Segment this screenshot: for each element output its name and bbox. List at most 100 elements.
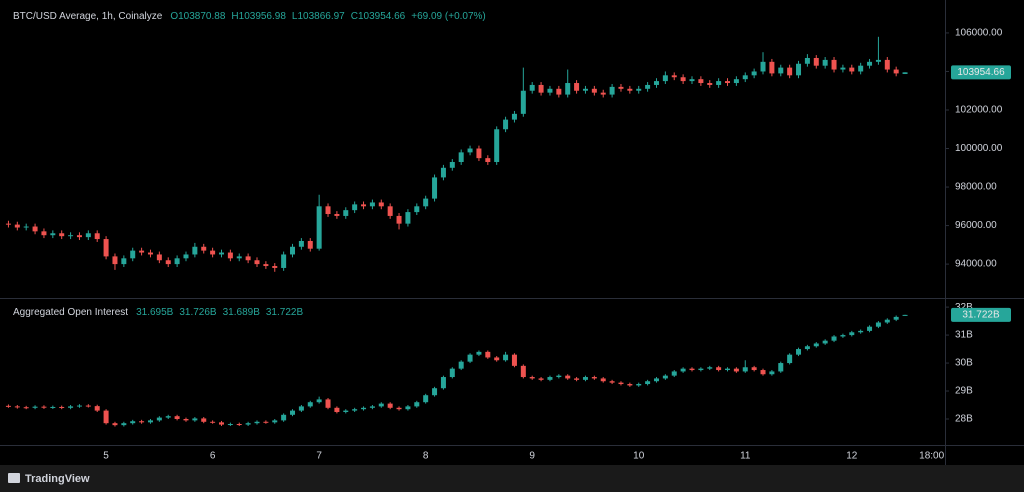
candle-body — [529, 84, 535, 91]
candle-body — [369, 406, 375, 408]
candle-body — [636, 384, 642, 386]
candle-body — [414, 402, 420, 407]
candle-body — [298, 240, 304, 247]
candle-body — [804, 57, 810, 64]
candle-body — [680, 368, 686, 372]
y-tick-label: 100000.00 — [955, 143, 1003, 154]
candle-body — [396, 215, 402, 224]
candle-body — [733, 368, 739, 372]
candle-body — [893, 69, 899, 74]
candle-body — [867, 326, 873, 331]
candle-body — [547, 88, 553, 93]
legend-title: Aggregated Open Interest — [13, 307, 128, 318]
candle-body — [742, 75, 748, 80]
y-tick-label: 96000.00 — [955, 220, 997, 231]
candle-body — [582, 88, 588, 91]
candle-body — [716, 81, 722, 85]
candle-body — [529, 377, 535, 379]
candle-body — [591, 88, 597, 93]
candle-body — [272, 420, 278, 423]
candle-body — [121, 258, 127, 265]
candle-body — [645, 84, 651, 89]
candle-body — [210, 421, 216, 423]
candle-body — [796, 63, 802, 76]
candle-body — [174, 258, 180, 265]
candle-body — [787, 67, 793, 76]
candle-body — [440, 167, 446, 178]
logo-icon — [8, 473, 20, 483]
candle-body — [849, 332, 855, 336]
y-tick-label: 98000.00 — [955, 182, 997, 193]
candle-body — [769, 61, 775, 74]
last-value-box — [951, 65, 1011, 80]
candle-body — [796, 349, 802, 355]
candle-body — [867, 61, 873, 66]
y-tick-label: 28B — [955, 414, 973, 425]
y-tick-label: 32B — [955, 302, 973, 313]
candle-body — [725, 368, 731, 371]
candle-body — [485, 351, 491, 358]
tv-logo: TradingView — [8, 473, 90, 485]
candle-body — [156, 254, 162, 261]
y-tick-label: 106000.00 — [955, 28, 1003, 39]
candle-body — [840, 67, 846, 70]
candle-body — [476, 351, 482, 355]
candle-body — [405, 212, 411, 224]
candle-body — [192, 246, 198, 255]
candle-body — [804, 346, 810, 350]
candle-body — [591, 377, 597, 379]
x-tick-label: 9 — [529, 451, 535, 462]
candle-body — [538, 378, 544, 380]
candle-body — [41, 231, 47, 236]
candle-body — [671, 371, 677, 376]
candle-body — [831, 336, 837, 341]
candle-body — [556, 88, 562, 95]
candle-body — [503, 354, 509, 361]
candle-body — [236, 424, 242, 426]
candle-body — [41, 406, 47, 408]
last-value-box — [951, 307, 1011, 322]
candle-body — [201, 246, 207, 251]
candle-body — [458, 152, 464, 163]
candle-body — [387, 403, 393, 408]
candle-body — [423, 395, 429, 403]
candle-body — [707, 367, 713, 369]
candle-body — [884, 319, 890, 323]
candle-body — [85, 405, 91, 407]
candle-body — [32, 226, 38, 232]
candle-body — [218, 422, 224, 425]
candle-body — [325, 206, 331, 215]
candle-body — [618, 382, 624, 385]
candle-body — [192, 418, 198, 421]
candle-body — [707, 83, 713, 85]
candle-body — [423, 198, 429, 207]
candle-body — [165, 416, 171, 418]
candle-body — [130, 421, 136, 424]
candle-body — [112, 423, 118, 426]
candle-body — [290, 410, 296, 415]
candle-body — [458, 361, 464, 369]
candle-body — [476, 148, 482, 159]
candle-body — [236, 256, 242, 259]
candle-body — [511, 113, 517, 120]
candle-body — [875, 322, 881, 327]
candle-body — [263, 421, 269, 423]
candle-body — [414, 206, 420, 213]
candle-body — [813, 57, 819, 66]
legend: Aggregated Open Interest 31.695B 31.726B 31… — [13, 307, 303, 318]
candle-body — [245, 256, 251, 261]
candle-body — [547, 377, 553, 380]
candle-body — [227, 252, 233, 259]
candle-body — [627, 88, 633, 91]
candle-body — [14, 406, 20, 408]
candle-body — [662, 75, 668, 82]
legend-title: BTC/USD Average, 1h, Coinalyze — [13, 11, 163, 22]
y-tick-label: 30B — [955, 358, 973, 369]
footer-bar — [0, 465, 1024, 492]
candle-body — [165, 260, 171, 265]
candle-body — [751, 71, 757, 76]
candle-body — [76, 405, 82, 407]
candle-body — [396, 407, 402, 410]
candle-body — [680, 77, 686, 82]
